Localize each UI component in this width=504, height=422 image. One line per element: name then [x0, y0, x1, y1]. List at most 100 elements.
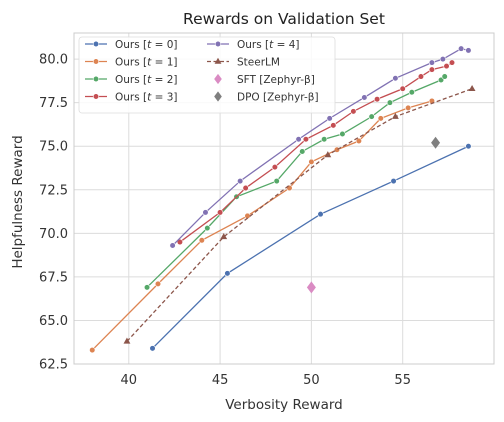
series-3 [176, 59, 456, 246]
data-point [154, 280, 162, 287]
data-point [392, 75, 399, 82]
data-point [368, 113, 375, 120]
data-point [399, 85, 406, 92]
y-tick-label: 77.5 [39, 96, 68, 111]
legend-entry: Ours [t = 3] [85, 92, 178, 104]
series-7 [431, 136, 441, 149]
legend-label: SFT [Zephyr-β] [237, 74, 315, 86]
legend-box [78, 36, 336, 114]
data-point [321, 136, 328, 143]
legend-entry: Ours [t = 1] [85, 57, 178, 69]
x-tick-label: 40 [121, 373, 138, 388]
data-point [390, 177, 397, 185]
data-point [89, 346, 96, 354]
chart-title: Rewards on Validation Set [183, 10, 385, 28]
data-point [374, 96, 381, 103]
data-point [273, 177, 280, 185]
series-4 [169, 45, 472, 249]
data-point [317, 211, 324, 218]
y-axis-label: Helpfulness Reward [10, 135, 26, 268]
y-tick-label: 80.0 [39, 53, 68, 68]
legend-marker [214, 73, 222, 85]
legend: Ours [t = 0] Ours [t = 1] Ours [t = 2] Ours… [78, 36, 336, 114]
data-point [417, 73, 425, 80]
plot-frame [73, 32, 495, 365]
data-point [355, 137, 362, 145]
legend-entry: Ours [t = 2] [85, 74, 178, 86]
data-point [333, 146, 341, 153]
data-point [361, 94, 368, 101]
legend-marker [92, 93, 100, 100]
data-point [458, 45, 465, 52]
legend-marker [214, 40, 222, 48]
legend-entry: Ours [t = 4] [207, 39, 300, 51]
legend-entry: SFT [Zephyr-β] [214, 73, 315, 86]
data-point [339, 130, 346, 138]
y-tick-label: 72.5 [39, 183, 68, 198]
data-point [428, 59, 436, 66]
data-series [89, 45, 476, 354]
data-point [405, 104, 412, 112]
legend-entry: DPO [Zephyr-β] [214, 91, 319, 104]
data-point [169, 242, 176, 249]
legend-label: Ours [t = 0] [115, 39, 178, 51]
data-point [391, 112, 399, 119]
data-point [202, 209, 209, 216]
data-point [431, 136, 441, 149]
data-point [220, 233, 228, 240]
x-tick-label: 50 [303, 373, 320, 388]
series-6 [306, 281, 316, 294]
data-point [408, 89, 415, 96]
data-point [204, 225, 211, 232]
legend-label: Ours [t = 4] [237, 39, 300, 51]
data-point [176, 238, 184, 246]
data-point [377, 115, 384, 122]
y-tick-label: 70.0 [39, 227, 68, 242]
legend-marker [214, 57, 222, 64]
y-tick-label: 65.0 [39, 314, 68, 329]
data-point [308, 158, 315, 166]
x-tick-label: 45 [212, 373, 229, 388]
legend-label: DPO [Zephyr-β] [237, 92, 319, 104]
data-point [302, 136, 310, 143]
data-point [242, 184, 249, 192]
data-point [295, 136, 302, 143]
legend-marker [92, 58, 100, 65]
data-point [299, 148, 306, 155]
legend-marker [92, 75, 100, 83]
data-point [386, 99, 394, 106]
data-point [330, 122, 337, 129]
data-point [468, 84, 476, 92]
legend-marker [92, 40, 100, 48]
data-point [306, 281, 316, 294]
legend-label: Ours [t = 3] [115, 92, 178, 104]
data-point [198, 237, 205, 244]
data-point [465, 47, 472, 54]
series-5 [123, 84, 476, 344]
y-tick-label: 75.0 [39, 140, 68, 155]
data-point [443, 62, 450, 70]
x-tick-label: 55 [394, 373, 411, 388]
legend-entry: Ours [t = 0] [85, 39, 178, 51]
data-point [237, 177, 244, 185]
data-point [439, 56, 446, 63]
data-point [271, 164, 278, 171]
legend-entry: SteerLM [207, 57, 280, 69]
data-point [428, 66, 436, 73]
y-tick-label: 67.5 [39, 270, 68, 285]
data-point [216, 209, 224, 216]
x-axis-label: Verbosity Reward [225, 397, 343, 413]
legend-marker [214, 91, 222, 102]
legend-label: Ours [t = 2] [115, 74, 178, 86]
data-point [441, 73, 448, 80]
data-point [123, 337, 131, 344]
series-0 [149, 143, 472, 352]
data-point [350, 108, 357, 115]
data-point [324, 151, 332, 158]
data-point [149, 345, 156, 352]
data-point [448, 59, 456, 66]
data-point [143, 284, 151, 291]
legend-label: Ours [t = 1] [115, 57, 178, 69]
data-point [224, 270, 231, 277]
